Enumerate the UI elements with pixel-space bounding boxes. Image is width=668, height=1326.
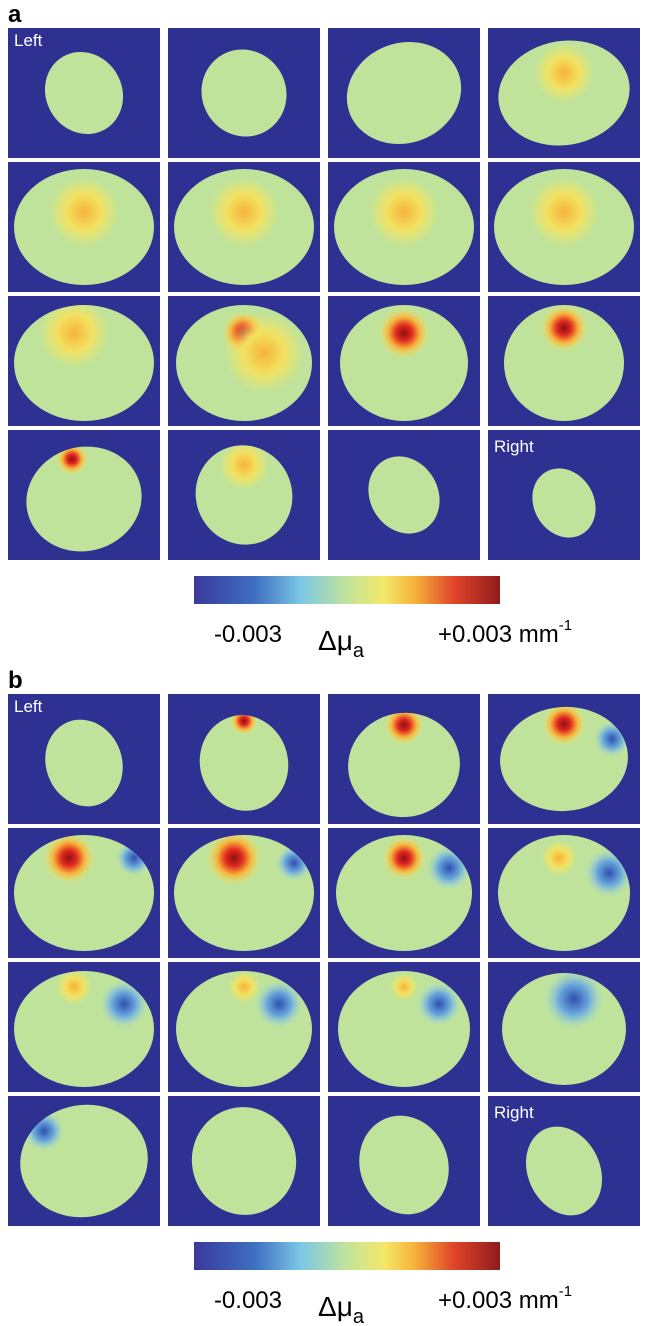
slice <box>8 828 160 958</box>
symbol-subscript: a <box>353 640 365 662</box>
slice <box>168 430 320 560</box>
colorbar-max: +0.003 mm-1 <box>438 1283 572 1314</box>
activation <box>417 982 461 1026</box>
tissue <box>359 1115 449 1215</box>
activation <box>206 835 262 886</box>
panel-label: b <box>8 667 23 694</box>
slice <box>488 162 640 292</box>
activation <box>56 443 88 475</box>
slice-label: Right <box>494 1103 534 1122</box>
colorbar-max-value: +0.003 mm <box>438 1287 559 1314</box>
slice <box>168 296 320 426</box>
activation <box>219 440 269 490</box>
activation <box>390 973 418 1001</box>
slice <box>8 1096 160 1226</box>
activation <box>43 835 95 884</box>
colorbar <box>194 576 500 604</box>
slice <box>168 1096 320 1226</box>
slice <box>168 962 320 1092</box>
activation <box>529 177 599 247</box>
slice <box>8 162 160 292</box>
tissue <box>526 1126 602 1216</box>
colorbar <box>194 1242 500 1270</box>
activation <box>378 307 430 359</box>
panel-label: a <box>8 1 22 28</box>
symbol: Δμ <box>318 1291 353 1322</box>
slice: Right <box>488 1096 640 1226</box>
slice <box>328 162 480 292</box>
activation <box>544 973 604 1029</box>
slice <box>168 28 320 158</box>
colorbar-max: +0.003 mm-1 <box>438 617 572 648</box>
activation <box>49 177 119 247</box>
activation <box>369 177 439 247</box>
slice-label: Left <box>14 697 43 716</box>
activation <box>542 702 586 746</box>
activation <box>224 313 304 393</box>
tissue <box>340 305 468 421</box>
slice-label: Left <box>14 31 43 50</box>
activation <box>384 705 424 745</box>
slice: Left <box>8 694 160 824</box>
colorbar-symbol: Δμa <box>318 1291 365 1326</box>
slice <box>168 162 320 292</box>
activation <box>209 177 279 247</box>
slice <box>488 828 640 958</box>
slice <box>328 430 480 560</box>
activation <box>56 971 92 1005</box>
activation <box>100 980 148 1028</box>
slice <box>168 828 320 958</box>
colorbar-max-exponent: -1 <box>559 1283 572 1300</box>
slice <box>488 296 640 426</box>
slice <box>488 962 640 1092</box>
tissue <box>346 41 462 145</box>
tissue <box>26 446 142 552</box>
tissue <box>348 712 460 818</box>
tissue <box>368 456 440 534</box>
slice <box>328 694 480 824</box>
activation <box>255 980 303 1028</box>
activation <box>228 971 260 1003</box>
slice <box>8 430 160 560</box>
slice: Right <box>488 430 640 560</box>
slice <box>488 694 640 824</box>
slice <box>328 28 480 158</box>
colorbar-max-value: +0.003 mm <box>438 621 559 648</box>
tissue <box>199 715 289 811</box>
slice <box>328 1096 480 1226</box>
colorbar-symbol: Δμa <box>318 625 365 662</box>
symbol-subscript: a <box>353 1306 365 1326</box>
colorbar-max-exponent: -1 <box>559 617 572 634</box>
activation <box>382 836 426 880</box>
slice: Left <box>8 28 160 158</box>
tissue <box>201 49 287 137</box>
tissue <box>45 719 123 807</box>
panel: b Left Right -0.003 +0.003 mm-1 Δμa <box>8 667 640 1326</box>
activation <box>39 305 109 368</box>
slice <box>168 694 320 824</box>
symbol: Δμ <box>318 625 353 656</box>
activation <box>541 840 577 876</box>
slice <box>8 296 160 426</box>
slice <box>328 296 480 426</box>
activation <box>534 43 594 103</box>
tissue <box>44 51 124 135</box>
slice <box>328 828 480 958</box>
tissue <box>504 305 624 421</box>
tissue <box>191 1107 297 1215</box>
slice <box>8 962 160 1092</box>
slice-label: Right <box>494 437 534 456</box>
slice <box>488 28 640 158</box>
colorbar-min: -0.003 <box>214 1287 282 1314</box>
colorbar-min: -0.003 <box>214 621 282 648</box>
activation <box>540 305 588 352</box>
slice <box>328 962 480 1092</box>
tissue <box>532 468 596 538</box>
